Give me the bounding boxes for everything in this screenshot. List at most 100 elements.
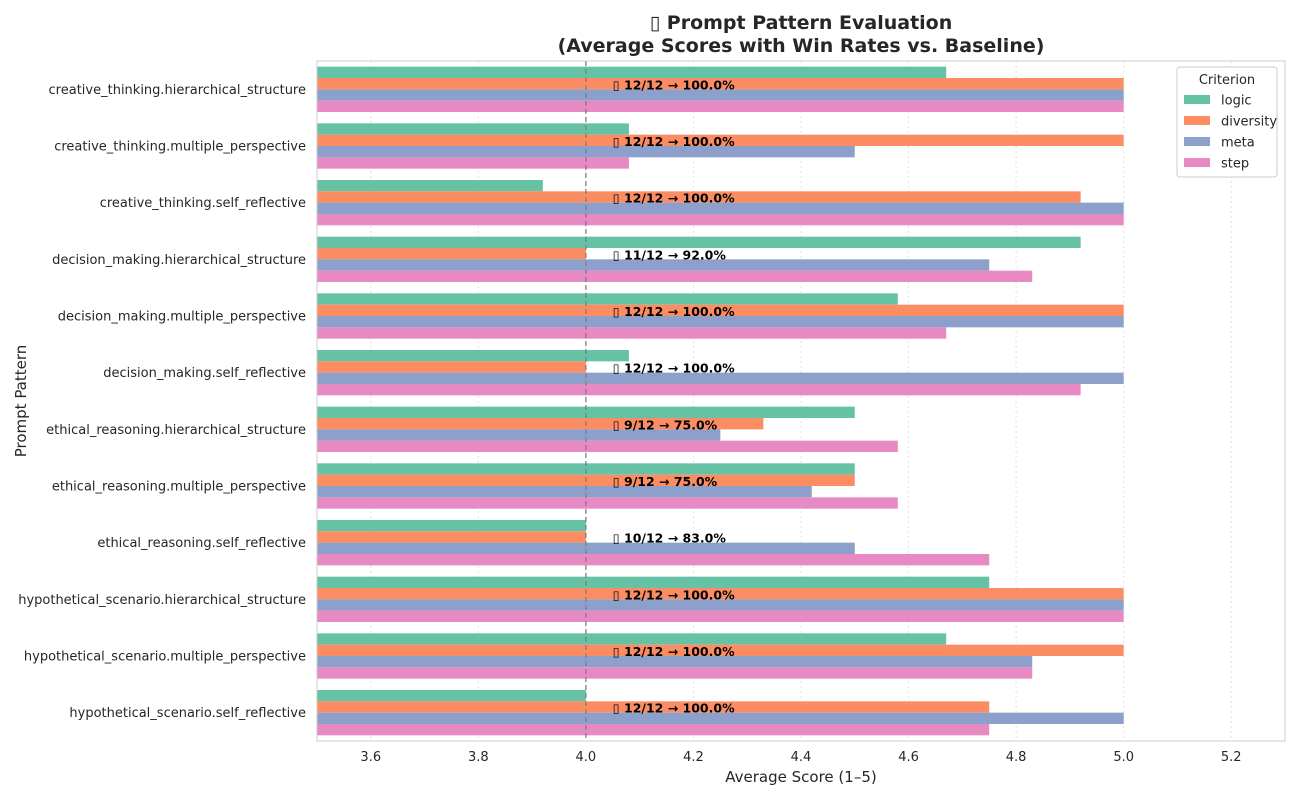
- bar-meta: [317, 599, 1124, 611]
- legend-swatch-meta: [1184, 137, 1210, 146]
- category-label: hypothetical_scenario.hierarchical_struc…: [18, 593, 306, 608]
- category-label: ethical_reasoning.self_reflective: [97, 536, 306, 551]
- bar-step: [317, 270, 1033, 282]
- win-rate-label: ▯ 12/12 → 100.0%: [613, 77, 735, 92]
- bar-step: [317, 497, 898, 509]
- legend-items: logic diversity meta step: [1184, 94, 1277, 172]
- legend-swatch-diversity: [1184, 116, 1210, 125]
- bar-logic: [317, 66, 947, 78]
- bar-diversity: [317, 644, 1124, 656]
- bar-logic: [317, 520, 586, 532]
- win-rate-annotations: ▯ 12/12 → 100.0% ▯ 12/12 → 100.0% ▯ 12/12 …: [613, 77, 735, 715]
- x-tick-label: 4.6: [898, 750, 919, 765]
- bar-meta: [317, 316, 1124, 328]
- category-label: decision_making.self_reflective: [103, 366, 306, 381]
- bar-step: [317, 667, 1033, 679]
- legend-box: [1176, 66, 1278, 178]
- legend-label-meta: meta: [1221, 136, 1255, 151]
- x-tick-label: 4.4: [791, 750, 812, 765]
- bar-step: [317, 327, 947, 339]
- category-label: creative_thinking.self_reflective: [100, 196, 306, 211]
- x-tick-label: 3.6: [360, 750, 381, 765]
- win-rate-label: ▯ 9/12 → 75.0%: [613, 417, 718, 432]
- bar-meta: [317, 542, 855, 554]
- win-rate-label: ▯ 11/12 → 92.0%: [613, 247, 727, 262]
- chart-title-line1: ▯ Prompt Pattern Evaluation: [650, 12, 953, 34]
- plot-frame: [316, 60, 1286, 742]
- legend: Criterion logic diversity meta step: [1176, 66, 1278, 178]
- bar-meta: [317, 486, 812, 498]
- win-rate-label: ▯ 12/12 → 100.0%: [613, 191, 735, 206]
- bar-step: [317, 100, 1124, 112]
- bar-logic: [317, 406, 855, 418]
- bar-logic: [317, 350, 629, 362]
- bar-logic: [317, 123, 629, 135]
- legend-label-step: step: [1221, 157, 1249, 172]
- category-label: hypothetical_scenario.multiple_perspecti…: [24, 650, 306, 665]
- bar-step: [317, 724, 990, 736]
- bar-meta: [317, 712, 1124, 724]
- win-rate-label: ▯ 12/12 → 100.0%: [613, 587, 735, 602]
- win-rate-label: ▯ 12/12 → 100.0%: [613, 701, 735, 716]
- bar-step: [317, 554, 990, 566]
- bar-diversity: [317, 304, 1124, 316]
- category-label: decision_making.hierarchical_structure: [52, 253, 306, 268]
- bar-logic: [317, 180, 543, 192]
- bar-meta: [317, 202, 1124, 214]
- legend-swatch-logic: [1184, 95, 1210, 104]
- x-axis-title: Average Score (1–5): [725, 768, 876, 786]
- x-tick-label: 5.0: [1113, 750, 1134, 765]
- bar-step: [317, 157, 629, 169]
- x-tick-label: 4.8: [1006, 750, 1027, 765]
- win-rate-label: ▯ 12/12 → 100.0%: [613, 644, 735, 659]
- legend-label-diversity: diversity: [1221, 115, 1277, 130]
- bar-meta: [317, 429, 721, 441]
- bar-diversity: [317, 701, 990, 713]
- chart-title-line2: (Average Scores with Win Rates vs. Basel…: [558, 35, 1045, 57]
- win-rate-label: ▯ 12/12 → 100.0%: [613, 304, 735, 319]
- bar-logic: [317, 236, 1081, 248]
- win-rate-label: ▯ 9/12 → 75.0%: [613, 474, 718, 489]
- win-rate-label: ▯ 12/12 → 100.0%: [613, 361, 735, 376]
- y-axis-title: Prompt Pattern: [12, 345, 30, 458]
- bar-meta: [317, 372, 1124, 384]
- bar-diversity: [317, 248, 586, 260]
- x-tick-label: 4.2: [683, 750, 704, 765]
- bar-diversity: [317, 134, 1124, 146]
- bar-diversity: [317, 191, 1081, 203]
- bar-logic: [317, 690, 586, 702]
- bar-logic: [317, 293, 898, 305]
- bar-meta: [317, 259, 990, 271]
- x-tick-label: 5.2: [1221, 750, 1242, 765]
- bar-step: [317, 440, 898, 452]
- bar-step: [317, 384, 1081, 396]
- category-label: decision_making.multiple_perspective: [58, 310, 306, 325]
- category-label: creative_thinking.hierarchical_structure: [49, 83, 306, 98]
- category-label: ethical_reasoning.hierarchical_structure: [46, 423, 306, 438]
- win-rate-label: ▯ 12/12 → 100.0%: [613, 134, 735, 149]
- bar-logic: [317, 633, 947, 645]
- grid-lines: [370, 61, 1232, 741]
- category-label: ethical_reasoning.multiple_perspective: [52, 480, 306, 495]
- bar-meta: [317, 89, 1124, 101]
- x-tick-label: 3.8: [468, 750, 489, 765]
- category-label: creative_thinking.multiple_perspective: [54, 140, 306, 155]
- bar-logic: [317, 576, 990, 588]
- x-axis-ticks: 3.6 3.8 4.0 4.2 4.4 4.6 4.8 5.0 5.2: [360, 750, 1241, 765]
- bar-diversity: [317, 418, 764, 430]
- bars: [317, 66, 1124, 736]
- bar-diversity: [317, 531, 586, 543]
- bar-step: [317, 610, 1124, 622]
- bar-step: [317, 214, 1124, 226]
- bar-diversity: [317, 78, 1124, 90]
- bar-diversity: [317, 361, 586, 373]
- category-label: hypothetical_scenario.self_reflective: [69, 706, 306, 721]
- bar-diversity: [317, 588, 1124, 600]
- legend-title: Criterion: [1199, 73, 1255, 88]
- legend-swatch-step: [1184, 158, 1210, 167]
- x-tick-label: 4.0: [576, 750, 597, 765]
- bar-meta: [317, 656, 1033, 668]
- y-axis-labels: creative_thinking.hierarchical_structure…: [18, 83, 306, 721]
